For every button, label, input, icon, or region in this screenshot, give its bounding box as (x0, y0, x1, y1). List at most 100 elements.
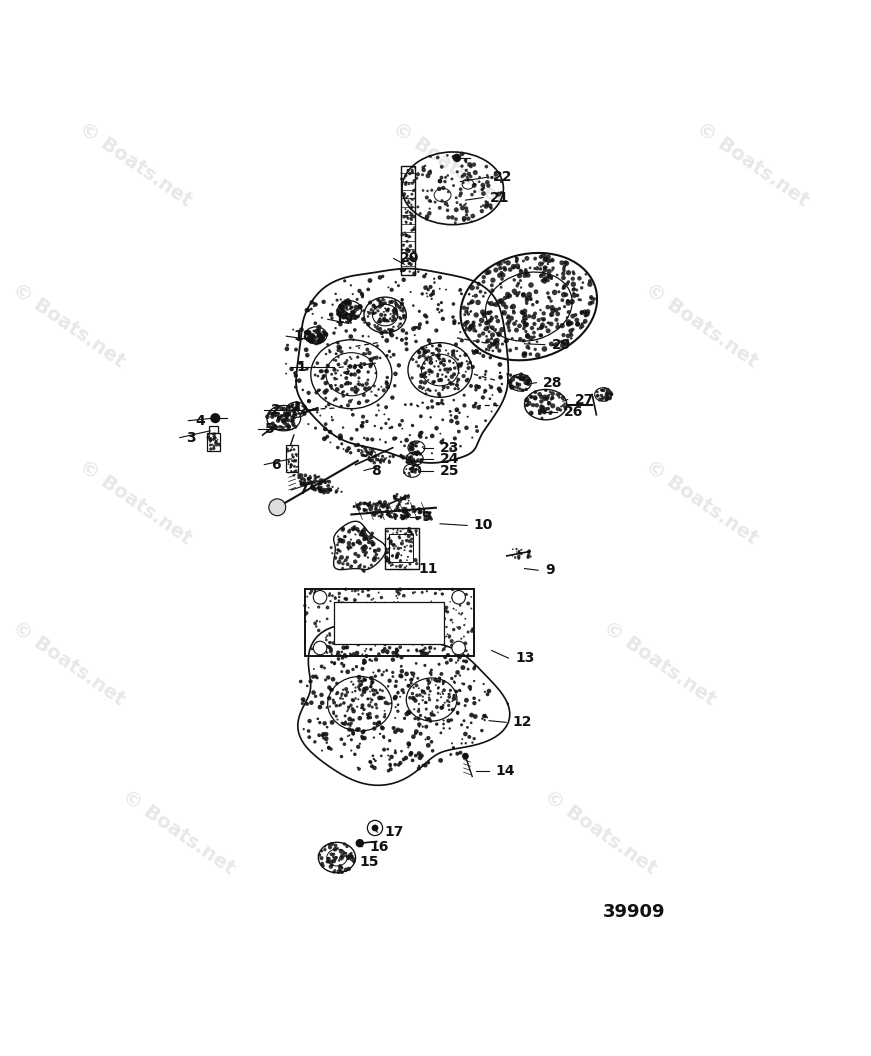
Circle shape (345, 852, 348, 854)
Circle shape (448, 693, 451, 696)
Circle shape (393, 612, 397, 616)
Circle shape (449, 689, 452, 692)
Circle shape (411, 696, 415, 700)
Circle shape (510, 264, 516, 269)
Circle shape (355, 541, 358, 544)
Circle shape (456, 671, 460, 675)
Circle shape (435, 347, 438, 351)
Circle shape (388, 536, 390, 540)
Circle shape (290, 416, 294, 420)
Circle shape (453, 366, 456, 370)
Circle shape (362, 309, 365, 313)
Circle shape (296, 454, 298, 456)
Circle shape (429, 633, 434, 637)
Circle shape (340, 404, 343, 409)
Circle shape (465, 320, 469, 324)
Circle shape (217, 442, 219, 445)
Circle shape (327, 484, 330, 488)
Circle shape (350, 729, 354, 733)
Circle shape (414, 326, 417, 329)
Circle shape (422, 354, 426, 358)
Circle shape (418, 385, 422, 389)
Circle shape (440, 401, 443, 404)
Circle shape (542, 318, 544, 321)
Circle shape (404, 208, 407, 210)
Circle shape (460, 614, 463, 616)
Circle shape (362, 548, 367, 552)
Circle shape (206, 436, 210, 439)
Circle shape (446, 445, 449, 446)
Circle shape (356, 642, 358, 643)
Circle shape (340, 662, 343, 665)
Circle shape (387, 748, 389, 751)
Circle shape (393, 515, 396, 518)
Circle shape (463, 682, 465, 685)
Circle shape (455, 357, 457, 359)
Circle shape (483, 291, 487, 295)
Circle shape (446, 699, 449, 702)
Circle shape (405, 215, 408, 218)
Circle shape (452, 321, 456, 325)
Circle shape (351, 543, 355, 547)
Circle shape (449, 701, 450, 703)
Circle shape (409, 216, 413, 220)
Circle shape (388, 512, 390, 514)
Circle shape (508, 267, 512, 271)
Circle shape (360, 452, 362, 454)
Circle shape (334, 844, 337, 847)
Circle shape (407, 234, 411, 239)
Circle shape (402, 518, 403, 521)
Circle shape (370, 685, 372, 689)
Circle shape (361, 730, 366, 733)
Circle shape (339, 869, 341, 871)
Circle shape (348, 529, 351, 531)
Circle shape (386, 376, 389, 379)
Circle shape (540, 408, 544, 413)
Circle shape (301, 483, 305, 486)
Circle shape (527, 554, 530, 558)
Circle shape (522, 339, 526, 342)
Circle shape (278, 425, 282, 429)
Circle shape (324, 422, 327, 426)
Circle shape (455, 383, 459, 388)
Circle shape (522, 376, 527, 380)
Circle shape (546, 407, 550, 411)
Circle shape (484, 419, 487, 422)
Circle shape (330, 720, 334, 724)
Circle shape (298, 361, 301, 364)
Circle shape (413, 698, 417, 703)
Circle shape (440, 705, 442, 709)
Circle shape (287, 459, 289, 461)
Circle shape (356, 539, 361, 544)
Circle shape (404, 341, 408, 345)
Circle shape (427, 338, 431, 342)
Circle shape (294, 380, 297, 382)
Circle shape (347, 370, 350, 373)
Circle shape (340, 350, 343, 354)
Circle shape (387, 539, 388, 540)
Circle shape (401, 455, 405, 459)
Circle shape (367, 310, 368, 313)
Circle shape (442, 683, 444, 685)
Circle shape (488, 204, 493, 208)
Circle shape (326, 635, 328, 637)
Circle shape (356, 604, 359, 606)
Circle shape (417, 270, 420, 272)
Circle shape (444, 605, 449, 609)
Circle shape (469, 384, 473, 388)
Circle shape (560, 298, 564, 302)
Circle shape (550, 258, 555, 263)
Circle shape (441, 592, 444, 596)
Circle shape (408, 617, 412, 620)
Circle shape (350, 358, 353, 360)
Circle shape (313, 305, 315, 307)
Circle shape (366, 347, 369, 352)
Circle shape (564, 408, 567, 411)
Circle shape (456, 598, 458, 600)
Circle shape (351, 413, 354, 417)
Circle shape (467, 378, 469, 380)
Circle shape (381, 603, 384, 606)
Circle shape (316, 641, 319, 644)
Circle shape (349, 566, 352, 568)
Circle shape (405, 514, 409, 518)
